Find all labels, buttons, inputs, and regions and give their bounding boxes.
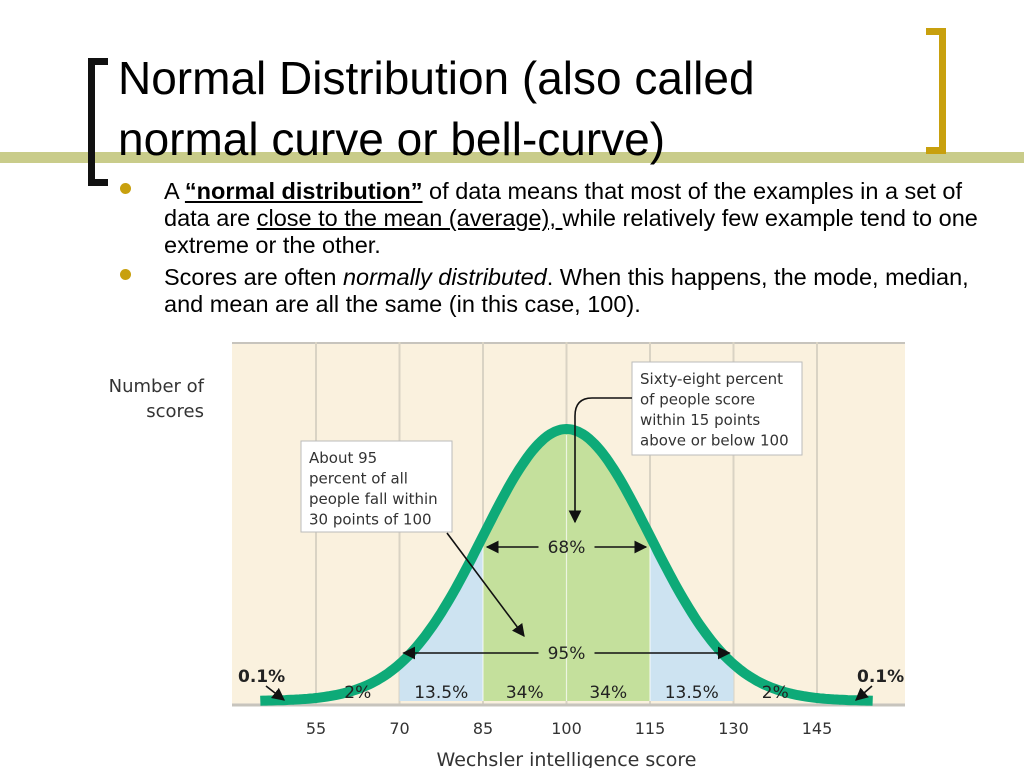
x-tick-label-70: 70 [389, 719, 409, 738]
annotation-0-line-3: above or below 100 [640, 432, 789, 450]
bullet-dot-icon [120, 269, 131, 280]
bullet-2-text-a: Scores are often [164, 264, 343, 290]
span-label-0: 68% [548, 538, 586, 558]
band-label-1: 13.5% [414, 683, 468, 703]
x-tick-label-115: 115 [635, 719, 666, 738]
x-axis-title: Wechsler intelligence score [437, 749, 697, 768]
bullet-1-text-b: of data means that most of the examples … [164, 178, 963, 231]
y-axis-title-line-1: Number of [109, 376, 205, 397]
annotation-0-line-0: Sixty-eight percent [640, 370, 783, 388]
bullet-list: A “normal distribution” of data means th… [110, 178, 990, 323]
x-tick-label-130: 130 [718, 719, 749, 738]
annotation-1-line-0: About 95 [309, 449, 377, 467]
tail-arrow-left [265, 685, 286, 701]
bullet-1-text-c: while relatively few example tend to one… [164, 205, 978, 258]
x-tick-label-100: 100 [551, 719, 582, 738]
annotation-box-0 [631, 361, 803, 456]
band-label-5: 2% [762, 683, 789, 703]
y-axis-title-line-2: scores [146, 401, 204, 422]
bullet-1-emphasis: close to the mean (average), [256, 205, 563, 231]
span-label-1: 95% [548, 644, 586, 664]
title-line-2: normal curve or bell-curve) [118, 113, 666, 165]
annotation-1-line-3: 30 points of 100 [309, 511, 432, 529]
annotation-arrow-1 [446, 532, 525, 638]
band-label-4: 13.5% [665, 683, 719, 703]
x-tick-label-145: 145 [802, 719, 833, 738]
tail-arrow-right [855, 685, 873, 701]
tail-label-left: 0.1% [238, 667, 285, 687]
x-tick-label-55: 55 [306, 719, 326, 738]
annotation-box-1 [300, 440, 453, 533]
bullet-1-term: “normal distribution” [184, 178, 423, 204]
bullet-2-text-b: . When this happens, the mode, median, a… [164, 264, 969, 317]
band-label-2: 34% [506, 683, 544, 703]
bell-curve-line [258, 424, 875, 706]
title-rule [0, 152, 1024, 163]
annotation-arrow-0 [568, 397, 632, 524]
band-label-3: 34% [589, 683, 627, 703]
title-line-1: Normal Distribution (also called [118, 52, 755, 104]
bullet-item-2: Scores are often normally distributed. W… [110, 264, 990, 318]
right-bracket [926, 28, 946, 154]
bullet-dot-icon [120, 183, 131, 194]
bullet-2-term: normally distributed [342, 264, 547, 290]
x-tick-label-85: 85 [473, 719, 493, 738]
slide-title: Normal Distribution (also called normal … [118, 48, 908, 170]
annotation-0-line-1: of people score [640, 391, 755, 409]
tail-label-right: 0.1% [857, 667, 904, 687]
bullet-item-1: A “normal distribution” of data means th… [110, 178, 990, 259]
left-bracket [88, 58, 108, 186]
annotation-1-line-1: percent of all [309, 470, 408, 488]
annotation-1-line-2: people fall within [309, 490, 438, 508]
annotation-0-line-2: within 15 points [640, 411, 760, 429]
bullet-1-text-a: A [164, 178, 185, 204]
band-label-0: 2% [344, 683, 371, 703]
